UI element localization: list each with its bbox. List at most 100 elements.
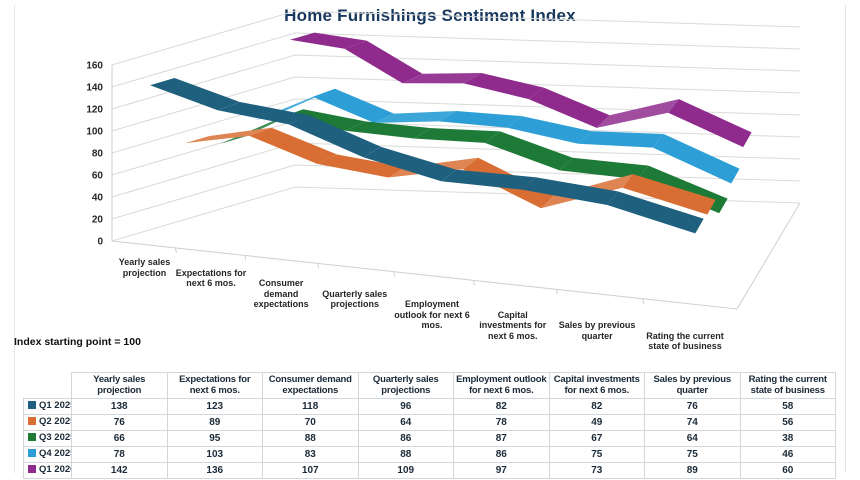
ribbon-segment xyxy=(653,134,740,184)
table-value-cell: 58 xyxy=(739,398,836,415)
table-header-cell: Quarterly sales projections xyxy=(357,372,454,399)
table-value-cell: 118 xyxy=(262,398,359,415)
y-axis-tick-label: 0 xyxy=(97,237,103,248)
y-axis-tick-label: 100 xyxy=(86,127,103,138)
y-axis-tick-label: 40 xyxy=(92,193,104,204)
y-axis-tick-label: 20 xyxy=(92,215,104,226)
series-label-cell: Q1 2025 xyxy=(23,398,72,415)
table-value-cell: 83 xyxy=(262,446,359,463)
table-value-cell: 136 xyxy=(166,462,263,479)
category-axis-label: Employment outlook for next 6 mos. xyxy=(394,299,470,331)
table-row: Q1 202614213610710997738960 xyxy=(23,462,836,479)
series-ribbon-q4-2025 xyxy=(255,88,740,184)
series-color-swatch xyxy=(28,449,36,458)
table-header-row: Yearly sales projection Expectations for … xyxy=(23,372,836,399)
ribbon-segment xyxy=(344,40,423,84)
y-axis-tick-labels: 0 20 40 60 80 100 120 140 160 xyxy=(86,61,103,248)
table-row: Q1 20251381231189682827658 xyxy=(23,398,836,415)
table-value-cell: 109 xyxy=(357,462,454,479)
ribbon-segment xyxy=(413,128,501,143)
table-value-cell: 89 xyxy=(166,414,263,431)
series-ribbon-q1-2026 xyxy=(290,32,752,148)
ribbon-segment xyxy=(317,154,406,178)
category-axis-label: Consumer demand expectations xyxy=(253,278,309,310)
table-value-cell: 78 xyxy=(453,414,550,431)
ribbon-segment xyxy=(288,115,381,158)
table-row: Q2 20257689706478497456 xyxy=(23,414,836,431)
index-note: Index starting point = 100 xyxy=(14,336,141,348)
table-row: Q3 20256695888687676438 xyxy=(23,430,836,447)
table-value-cell: 70 xyxy=(262,414,359,431)
table-value-cell: 95 xyxy=(166,430,263,447)
series-color-swatch xyxy=(28,401,36,410)
axis-lines xyxy=(111,65,801,310)
ribbon-segment xyxy=(578,131,664,148)
table-value-cell: 123 xyxy=(166,398,263,415)
ribbon-segment xyxy=(249,127,338,164)
ribbon-segment xyxy=(668,99,752,148)
ribbon-segment xyxy=(506,116,592,144)
chart-canvas: 0 20 40 60 80 100 120 140 160 xyxy=(86,10,801,310)
series-color-swatch xyxy=(28,417,36,426)
table-value-cell: 60 xyxy=(739,462,836,479)
ribbon-segment xyxy=(622,174,716,215)
series-color-swatch xyxy=(28,433,36,442)
table-value-cell: 82 xyxy=(548,398,645,415)
table-header-cell: Expectations for next 6 mos. xyxy=(166,372,263,399)
ribbon-segment xyxy=(402,73,482,84)
series-color-swatch xyxy=(28,465,36,474)
table-value-cell: 74 xyxy=(644,414,741,431)
table-value-cell: 73 xyxy=(548,462,645,479)
table-value-cell: 67 xyxy=(548,430,645,447)
table-value-cell: 88 xyxy=(357,446,454,463)
category-axis-label: Rating the current state of business xyxy=(646,330,724,352)
table-header-cell: Consumer demand expectations xyxy=(262,372,359,399)
page-left-border xyxy=(14,5,15,473)
ribbon-segment xyxy=(312,88,394,123)
table-value-cell: 76 xyxy=(644,398,741,415)
ribbon-segment xyxy=(484,131,573,171)
table-value-cell: 64 xyxy=(357,414,454,431)
series-label-cell: Q3 2025 xyxy=(23,430,72,447)
table-header-cell: Capital investments for next 6 mos. xyxy=(548,372,645,399)
ribbon-segment xyxy=(345,121,432,139)
y-axis-tick-label: 80 xyxy=(92,149,104,160)
table-value-cell: 138 xyxy=(71,398,168,415)
table-value-cell: 46 xyxy=(739,446,836,463)
ribbon-segment xyxy=(441,169,536,190)
table-header-cell: Rating the current state of business xyxy=(739,372,836,399)
table-value-cell: 107 xyxy=(262,462,359,479)
table-header-cell: Yearly sales projection xyxy=(71,372,168,399)
table-value-cell: 89 xyxy=(644,462,741,479)
ribbon-segment xyxy=(438,111,522,128)
ribbon-segment xyxy=(607,191,704,234)
table-value-cell: 88 xyxy=(262,430,359,447)
table-value-cell: 96 xyxy=(357,398,454,415)
ribbon-segment xyxy=(290,32,367,49)
data-table: Yearly sales projection Expectations for … xyxy=(23,372,836,479)
ribbon-segment xyxy=(596,99,679,128)
y-axis-tick-label: 140 xyxy=(86,83,103,94)
ribbon-segment xyxy=(559,157,649,180)
page-right-border xyxy=(845,5,846,473)
ribbon-segment xyxy=(217,102,309,125)
table-corner-cell xyxy=(23,372,72,399)
table-value-cell: 97 xyxy=(453,462,550,479)
series-label-cell: Q2 2025 xyxy=(23,414,72,431)
table-value-cell: 142 xyxy=(71,462,168,479)
table-value-cell: 86 xyxy=(357,430,454,447)
ribbon-segment xyxy=(528,87,610,128)
table-value-cell: 82 xyxy=(453,398,550,415)
y-axis-tick-label: 160 xyxy=(86,61,103,72)
table-value-cell: 66 xyxy=(71,430,168,447)
ribbon-segment xyxy=(374,111,457,123)
category-axis-label: Yearly sales projection xyxy=(118,257,171,278)
table-value-cell: 86 xyxy=(453,446,550,463)
table-header-cell: Employment outlook for next 6 mos. xyxy=(453,372,550,399)
series-label-cell: Q4 2025 xyxy=(23,446,72,463)
table-value-cell: 78 xyxy=(71,446,168,463)
category-axis-label: Expectations for next 6 mos. xyxy=(175,267,247,289)
table-value-cell: 64 xyxy=(644,430,741,447)
